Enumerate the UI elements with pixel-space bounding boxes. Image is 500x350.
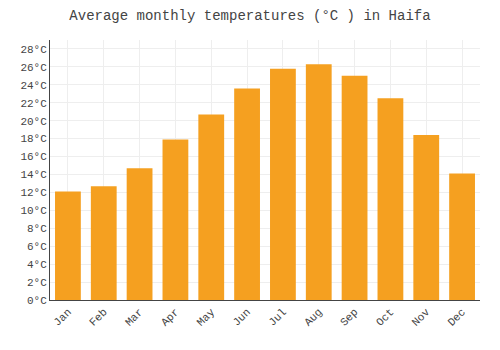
svg-text:Aug: Aug [302,306,324,328]
svg-text:Oct: Oct [374,306,396,328]
svg-text:26°C: 26°C [20,62,47,74]
svg-text:Jul: Jul [266,306,288,328]
svg-text:Average monthly temperatures (: Average monthly temperatures (°C ) in Ha… [69,8,430,24]
svg-text:22°C: 22°C [20,98,47,110]
svg-text:18°C: 18°C [20,133,47,145]
svg-text:Nov: Nov [410,306,433,329]
svg-text:6°C: 6°C [27,241,47,253]
svg-text:Jan: Jan [51,306,73,328]
svg-text:16°C: 16°C [20,151,47,163]
svg-text:24°C: 24°C [20,80,47,92]
svg-text:28°C: 28°C [20,44,47,56]
svg-text:Mar: Mar [123,306,145,328]
svg-text:Dec: Dec [446,306,468,328]
svg-text:4°C: 4°C [27,259,47,271]
svg-text:12°C: 12°C [20,187,47,199]
svg-text:Jun: Jun [231,306,253,328]
svg-text:Sep: Sep [338,306,360,328]
svg-text:Apr: Apr [159,306,181,328]
svg-text:Feb: Feb [87,306,109,328]
svg-text:0°C: 0°C [27,295,47,307]
svg-text:8°C: 8°C [27,223,47,235]
svg-text:May: May [195,306,218,329]
svg-text:20°C: 20°C [20,116,47,128]
svg-text:2°C: 2°C [27,277,47,289]
svg-text:14°C: 14°C [20,169,47,181]
svg-text:10°C: 10°C [20,205,47,217]
